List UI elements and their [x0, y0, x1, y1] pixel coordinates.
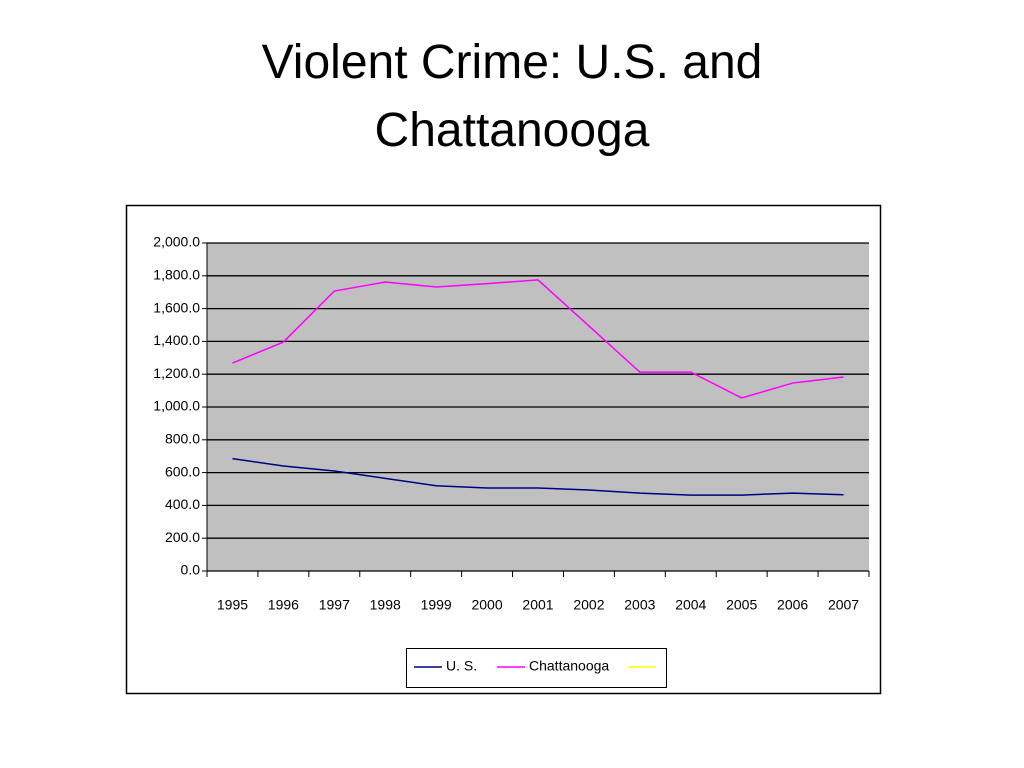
x-tick-label: 2007	[828, 597, 859, 613]
x-tick-label: 1997	[319, 597, 350, 613]
y-tick-label: 1,200.0	[153, 365, 200, 381]
slide-title: Violent Crime: U.S. and Chattanooga	[262, 36, 763, 157]
x-tick-label: 2002	[573, 597, 604, 613]
y-tick-label: 200.0	[165, 529, 200, 545]
y-tick-label: 1,400.0	[153, 332, 200, 348]
y-tick-label: 600.0	[165, 463, 200, 479]
legend-label: U. S.	[446, 658, 477, 674]
series-line	[232, 457, 844, 496]
x-tick-label: 1995	[217, 597, 248, 613]
y-tick-label: 1,800.0	[153, 267, 200, 283]
y-tick-label: 800.0	[165, 431, 200, 447]
legend-label: Chattanooga	[529, 658, 609, 674]
x-tick-label: 1998	[370, 597, 401, 613]
y-tick-label: 2,000.0	[153, 234, 200, 250]
x-tick-label: 2003	[624, 597, 655, 613]
x-tick-label: 1999	[421, 597, 452, 613]
x-tick-label: 2006	[777, 597, 808, 613]
x-tick-label: 1996	[268, 597, 299, 613]
legend	[406, 648, 667, 688]
x-tick-label: 2001	[522, 597, 553, 613]
y-tick-label: 1,600.0	[153, 299, 200, 315]
x-tick-label: 2005	[726, 597, 757, 613]
y-tick-label: 1,000.0	[153, 398, 200, 414]
series-line	[232, 279, 844, 399]
x-tick-label: 2004	[675, 597, 706, 613]
x-tick-label: 2000	[471, 597, 502, 613]
y-tick-label: 400.0	[165, 496, 200, 512]
y-tick-label: 0.0	[181, 562, 201, 578]
